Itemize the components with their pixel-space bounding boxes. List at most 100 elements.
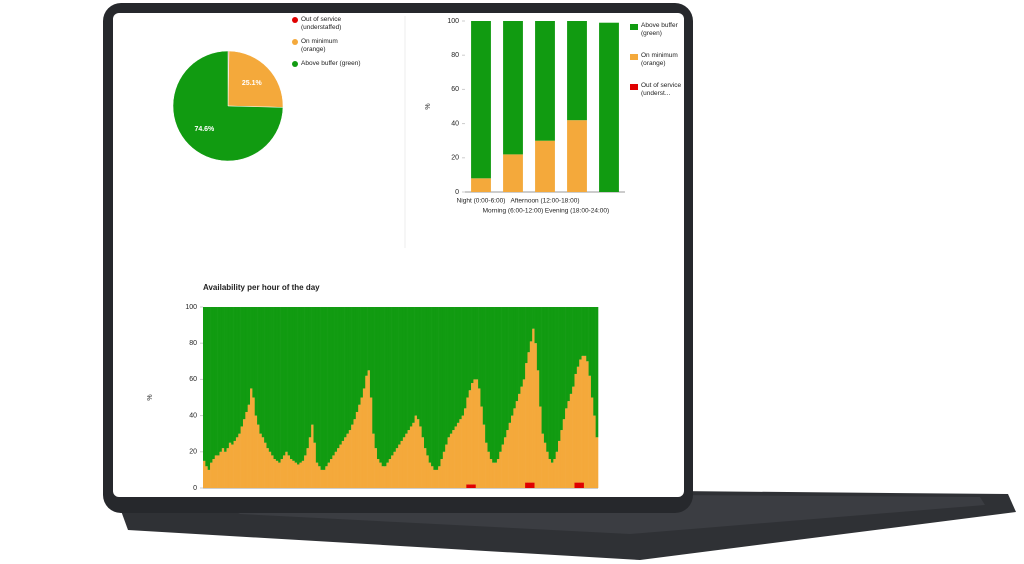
x-tick-label: Morning (6:00-12:00) xyxy=(483,208,544,215)
bar-segment xyxy=(480,307,484,407)
y-tick-label: 20 xyxy=(189,449,197,456)
bar-segment xyxy=(266,307,270,449)
bar-segment xyxy=(529,482,533,488)
bar-segment xyxy=(445,444,448,488)
bar-segment xyxy=(583,307,587,356)
y-axis-label: % xyxy=(425,103,432,109)
bar-segment xyxy=(393,451,397,488)
bar-segment xyxy=(381,307,385,467)
bar-segment xyxy=(329,459,333,488)
bar-segment xyxy=(224,307,227,452)
bar-segment xyxy=(539,406,542,488)
slice-label: 25.1% xyxy=(242,80,263,87)
y-tick-label: 40 xyxy=(189,412,197,419)
bar-segment xyxy=(322,469,326,488)
bar-segment xyxy=(487,451,491,488)
bar-segment xyxy=(376,459,380,488)
bar-segment xyxy=(240,426,244,488)
bar-segment xyxy=(487,307,491,452)
bar-segment xyxy=(468,390,472,485)
bar-segment xyxy=(297,464,300,488)
bar-segment xyxy=(447,307,451,438)
bar-segment xyxy=(278,462,281,488)
bar-segment xyxy=(560,307,564,431)
bar-segment xyxy=(313,307,317,443)
bar-segment xyxy=(388,459,392,488)
bar-segment xyxy=(315,462,319,488)
bar-segment xyxy=(431,466,434,488)
bar-segment xyxy=(212,459,216,488)
bar-segment xyxy=(535,21,555,141)
bar-segment xyxy=(292,307,295,461)
bar-segment xyxy=(499,451,502,488)
bar-segment xyxy=(322,307,326,470)
bar-segment xyxy=(454,307,458,427)
bar-segment xyxy=(494,307,498,463)
bar-segment xyxy=(393,307,397,452)
bar-segment xyxy=(219,307,223,452)
bar-segment xyxy=(468,484,472,488)
bar-segment xyxy=(381,466,385,488)
bar-segment xyxy=(576,482,580,488)
bar-segment xyxy=(261,307,265,438)
bar-segment xyxy=(337,307,340,449)
bar-segment xyxy=(367,370,371,488)
y-tick-label: 40 xyxy=(451,120,459,127)
bar-segment xyxy=(391,307,394,456)
chart-title: Availability per hour of the day xyxy=(203,283,320,292)
bar-segment xyxy=(301,460,305,488)
bar-segment xyxy=(325,307,328,467)
bar-segment xyxy=(398,307,401,445)
bar-segment xyxy=(546,307,549,452)
bar-segment xyxy=(348,307,352,431)
bar-segment xyxy=(346,307,350,434)
bar-segment xyxy=(207,469,211,488)
bar-segment xyxy=(365,375,368,488)
bar-segment xyxy=(431,307,434,467)
bar-segment xyxy=(254,415,258,488)
bar-segment xyxy=(576,307,580,367)
bar-segment xyxy=(259,433,263,488)
bar-segment xyxy=(287,307,291,456)
bar-segment xyxy=(226,448,230,488)
bar-segment xyxy=(353,307,357,420)
bar-segment xyxy=(513,408,517,488)
bar-segment xyxy=(402,307,406,438)
bar-segment xyxy=(565,307,568,409)
bar-segment xyxy=(499,307,502,452)
bar-segment xyxy=(360,397,364,488)
bar-segment xyxy=(508,422,512,488)
x-tick-label: Night (0:00-6:00) xyxy=(457,198,506,205)
bar-segment xyxy=(210,307,213,463)
bar-segment xyxy=(590,307,594,398)
bar-segment xyxy=(289,307,293,460)
bar-segment xyxy=(567,307,571,402)
bar-segment xyxy=(424,448,427,488)
legend-label: Out of service (underst... xyxy=(641,82,682,97)
bar-segment xyxy=(245,411,248,488)
bar-segment xyxy=(409,426,413,488)
bar-segment xyxy=(205,466,209,488)
y-tick-label: 60 xyxy=(189,376,197,383)
bar-segment xyxy=(358,307,361,405)
bar-segment xyxy=(292,460,295,488)
x-tick-label: Afternoon (12:00-18:00) xyxy=(510,198,579,205)
bar-segment xyxy=(315,307,319,463)
bar-segment xyxy=(395,448,399,488)
legend-item-box: Above buffer (green) xyxy=(301,60,361,67)
bar-segment xyxy=(501,307,505,445)
bar-segment xyxy=(553,307,556,460)
bar-segment xyxy=(532,307,535,329)
bar-segment xyxy=(254,307,258,416)
bar-segment xyxy=(579,359,582,483)
bar-segment xyxy=(275,307,279,461)
legend-label: On minimum (orange) xyxy=(301,38,338,53)
bar-segment xyxy=(280,459,284,488)
bar-segment xyxy=(558,440,561,488)
bar-segment xyxy=(233,440,237,488)
bar-segment xyxy=(318,307,321,467)
bar-segment xyxy=(442,307,446,452)
bar-segment xyxy=(374,307,378,449)
bar-segment xyxy=(228,442,232,488)
bar-segment xyxy=(581,355,585,483)
